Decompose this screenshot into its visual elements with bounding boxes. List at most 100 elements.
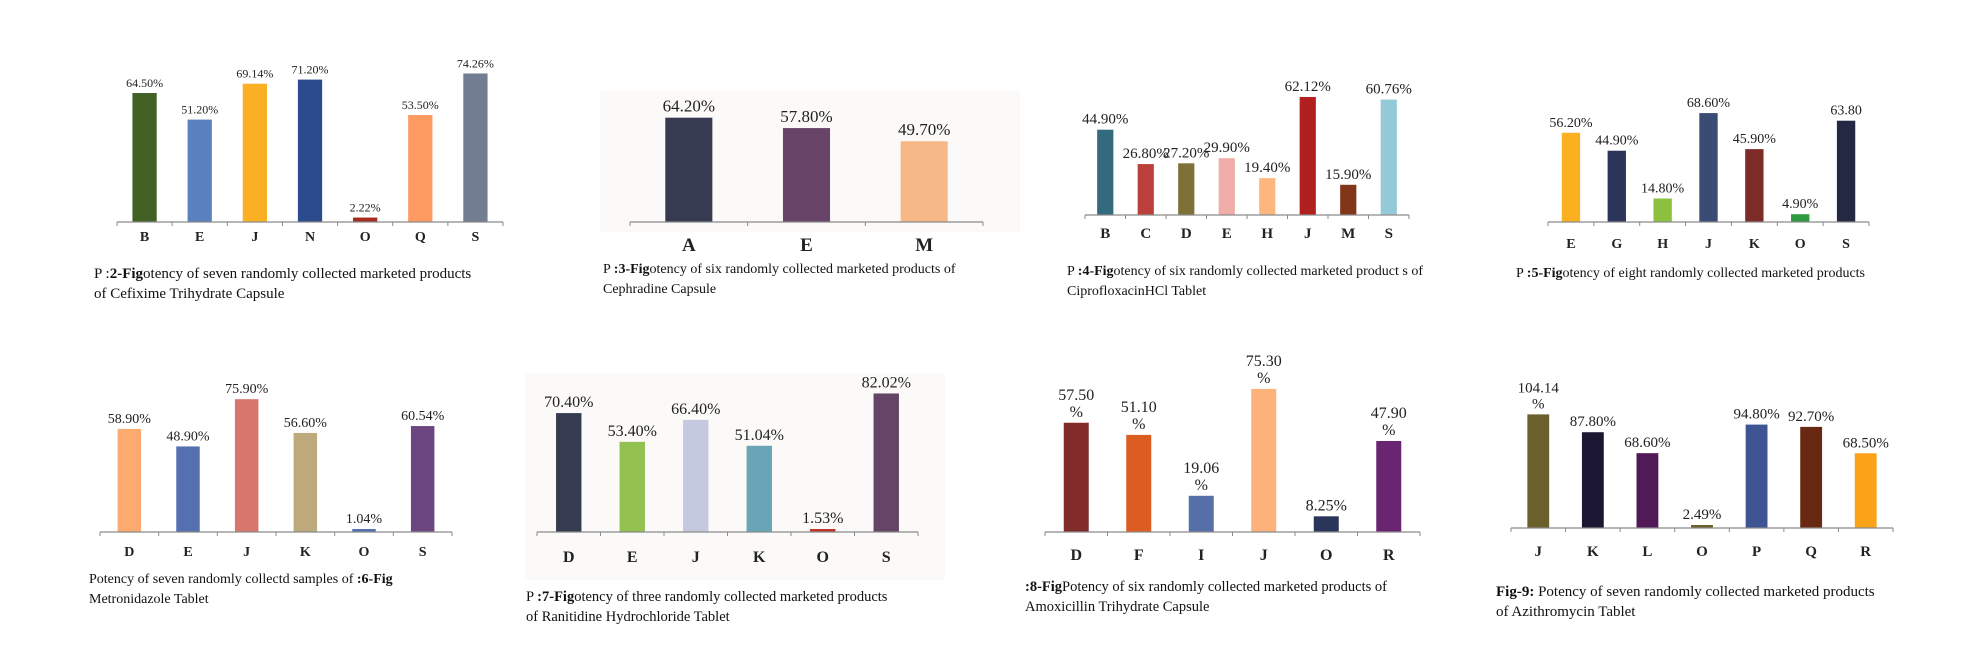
data-label-B: 64.50% [126, 76, 163, 90]
bar-D [556, 413, 582, 532]
bar-E [176, 446, 200, 532]
caption-line1: Fig-9: Potency of seven randomly collect… [1496, 582, 1875, 602]
data-label-R: % [1382, 422, 1395, 439]
caption-fig5: P :5-Figotency of eight randomly collect… [1516, 264, 1865, 284]
caption-part: 2-Fig [109, 266, 144, 282]
data-label-E: 56.20% [1549, 116, 1593, 131]
caption-fig6: Potency of seven randomly collectd sampl… [89, 570, 393, 610]
x-tick-label: A [682, 235, 696, 256]
x-tick-label: S [882, 549, 891, 566]
data-label-J: 69.14% [236, 67, 273, 81]
x-tick-label: F [1134, 547, 1144, 564]
data-label-D: 58.90% [108, 412, 152, 427]
bar-A [665, 117, 713, 222]
data-label-J: 104.14 [1518, 381, 1560, 397]
data-label-D: 70.40% [544, 394, 593, 411]
bar-H [1259, 178, 1276, 215]
caption-line2: Metronidazole Tablet [89, 592, 209, 607]
data-label-J: % [1532, 396, 1545, 412]
x-tick-label: L [1642, 544, 1652, 560]
data-label-S: 82.02% [862, 374, 911, 391]
bar-L [1636, 453, 1659, 528]
bar-H [1653, 198, 1672, 222]
x-tick-label: E [1566, 237, 1575, 252]
bar-D [1178, 163, 1195, 215]
data-label-J: 62.12% [1285, 79, 1331, 95]
x-tick-label: M [1341, 226, 1355, 242]
bar-O [810, 529, 836, 532]
caption-part: otency of six randomly collected markete… [1113, 264, 1424, 279]
bar-O [353, 217, 378, 222]
data-label-K: 45.90% [1733, 132, 1777, 147]
caption-part: Potency of seven randomly collected mark… [1534, 584, 1875, 600]
caption-part: P : [94, 266, 110, 282]
data-label-J: 66.40% [671, 401, 720, 418]
data-label-I: % [1195, 477, 1208, 494]
x-tick-label: B [1100, 226, 1110, 242]
data-label-R: 47.90 [1371, 405, 1407, 422]
bar-R [1854, 453, 1877, 528]
data-label-O: 2.22% [350, 201, 381, 215]
caption-line1: P :7-Figotency of three randomly collect… [526, 587, 887, 607]
x-tick-label: O [817, 549, 829, 566]
bar-D [1063, 422, 1089, 532]
x-tick-label: R [1383, 547, 1395, 564]
data-label-Q: 92.70% [1788, 409, 1834, 425]
x-tick-label: E [195, 230, 204, 245]
data-label-D: 27.20% [1163, 145, 1209, 161]
bar-S [1380, 99, 1397, 215]
data-label-R: 68.50% [1843, 435, 1889, 451]
bar-S [1836, 120, 1856, 222]
data-label-H: 14.80% [1641, 182, 1685, 197]
data-label-E: 57.80% [780, 107, 832, 126]
bar-O [352, 529, 376, 532]
x-tick-label: N [305, 230, 315, 245]
x-tick-label: J [692, 549, 700, 566]
bar-S [410, 426, 435, 532]
x-tick-label: E [800, 235, 813, 256]
bar-O [1313, 516, 1339, 532]
x-tick-label: J [1260, 547, 1268, 564]
caption-part: :5-Fig [1526, 266, 1563, 281]
caption-line2: of Ranitidine Hydrochloride Tablet [526, 609, 730, 625]
caption-line2: Amoxicillin Trihydrate Capsule [1025, 599, 1210, 615]
x-tick-label: B [140, 230, 149, 245]
data-label-J: 68.60% [1687, 96, 1731, 111]
data-label-S: 63.80 [1830, 104, 1862, 119]
caption-part: otency of eight randomly collected marke… [1562, 266, 1865, 281]
x-tick-label: J [1535, 544, 1543, 560]
caption-part: :3-Fig [613, 262, 650, 277]
data-label-O: 4.90% [1782, 197, 1819, 212]
data-label-K: 56.60% [284, 416, 328, 431]
x-tick-label: I [1198, 547, 1204, 564]
caption-part: Potency of six randomly collected market… [1062, 579, 1387, 595]
x-tick-label: K [753, 549, 766, 566]
data-label-J: 75.30 [1246, 353, 1282, 370]
caption-part: :8-Fig [1025, 579, 1063, 595]
x-tick-label: H [1261, 226, 1273, 242]
caption-fig8: :8-FigPotency of six randomly collected … [1025, 577, 1387, 617]
data-label-O: 8.25% [1306, 497, 1347, 514]
caption-line1: P :4-Figotency of six randomly collected… [1067, 262, 1423, 282]
data-label-S: 60.76% [1366, 82, 1412, 98]
bar-E [1561, 132, 1581, 222]
data-label-B: 44.90% [1082, 112, 1128, 128]
bar-G [1607, 150, 1626, 222]
bar-K [1745, 149, 1764, 222]
data-label-F: % [1132, 416, 1145, 433]
caption-part: Potency of seven randomly collectd sampl… [89, 572, 357, 587]
x-tick-label: K [1749, 237, 1760, 252]
bar-Q [408, 115, 433, 222]
caption-fig4: P :4-Figotency of six randomly collected… [1067, 262, 1423, 302]
data-label-H: 19.40% [1244, 160, 1290, 176]
data-label-N: 71.20% [292, 63, 329, 77]
bar-D [117, 428, 142, 532]
x-tick-label: P [1752, 544, 1761, 560]
x-tick-label: R [1860, 544, 1871, 560]
x-tick-label: S [1385, 226, 1393, 242]
